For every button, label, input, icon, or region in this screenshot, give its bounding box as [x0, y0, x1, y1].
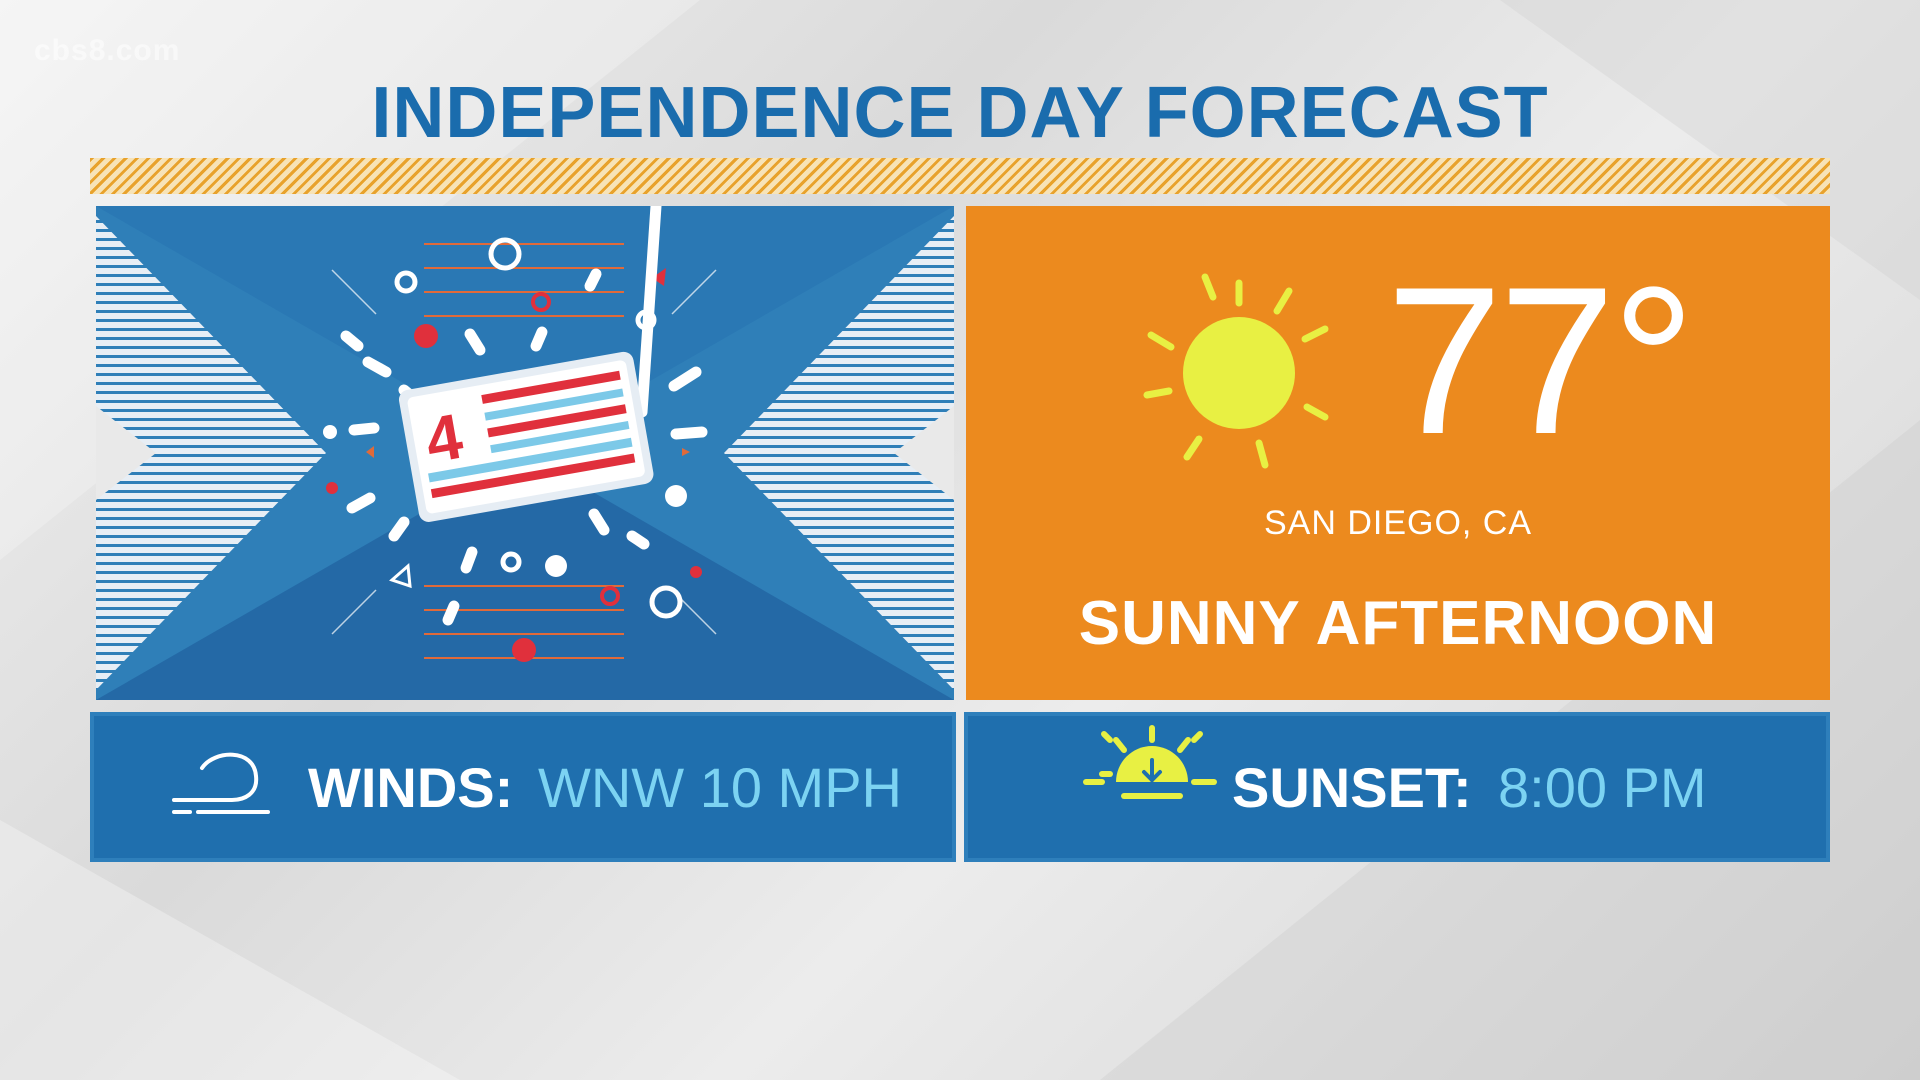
decorative-stripe-bar	[90, 158, 1830, 194]
sunset-value: 8:00 PM	[1498, 756, 1707, 819]
page-title: INDEPENDENCE DAY FORECAST	[371, 73, 1549, 153]
channel-watermark: cbs8.com	[34, 34, 181, 67]
temperature: 77°	[1386, 243, 1696, 478]
winds-box: WINDS: WNW 10 MPH	[90, 712, 956, 862]
sunset-box: SUNSET: 8:00 PM	[964, 712, 1830, 862]
condition-label: SUNNY AFTERNOON	[1078, 589, 1718, 658]
location-label: SAN DIEGO, CA	[1263, 504, 1533, 542]
winds-label: WINDS:	[308, 756, 514, 819]
holiday-graphic-panel: 4	[96, 206, 954, 700]
wind-icon	[172, 752, 270, 814]
fourth-of-july-flag-icon: 4	[96, 206, 954, 700]
sunset-icon	[1083, 725, 1217, 799]
winds-value: WNW 10 MPH	[538, 756, 902, 819]
sun-icon	[1143, 273, 1329, 469]
forecast-panel: 77° SAN DIEGO, CA SUNNY AFTERNOON	[966, 206, 1830, 700]
sunset-label: SUNSET:	[1232, 756, 1472, 819]
